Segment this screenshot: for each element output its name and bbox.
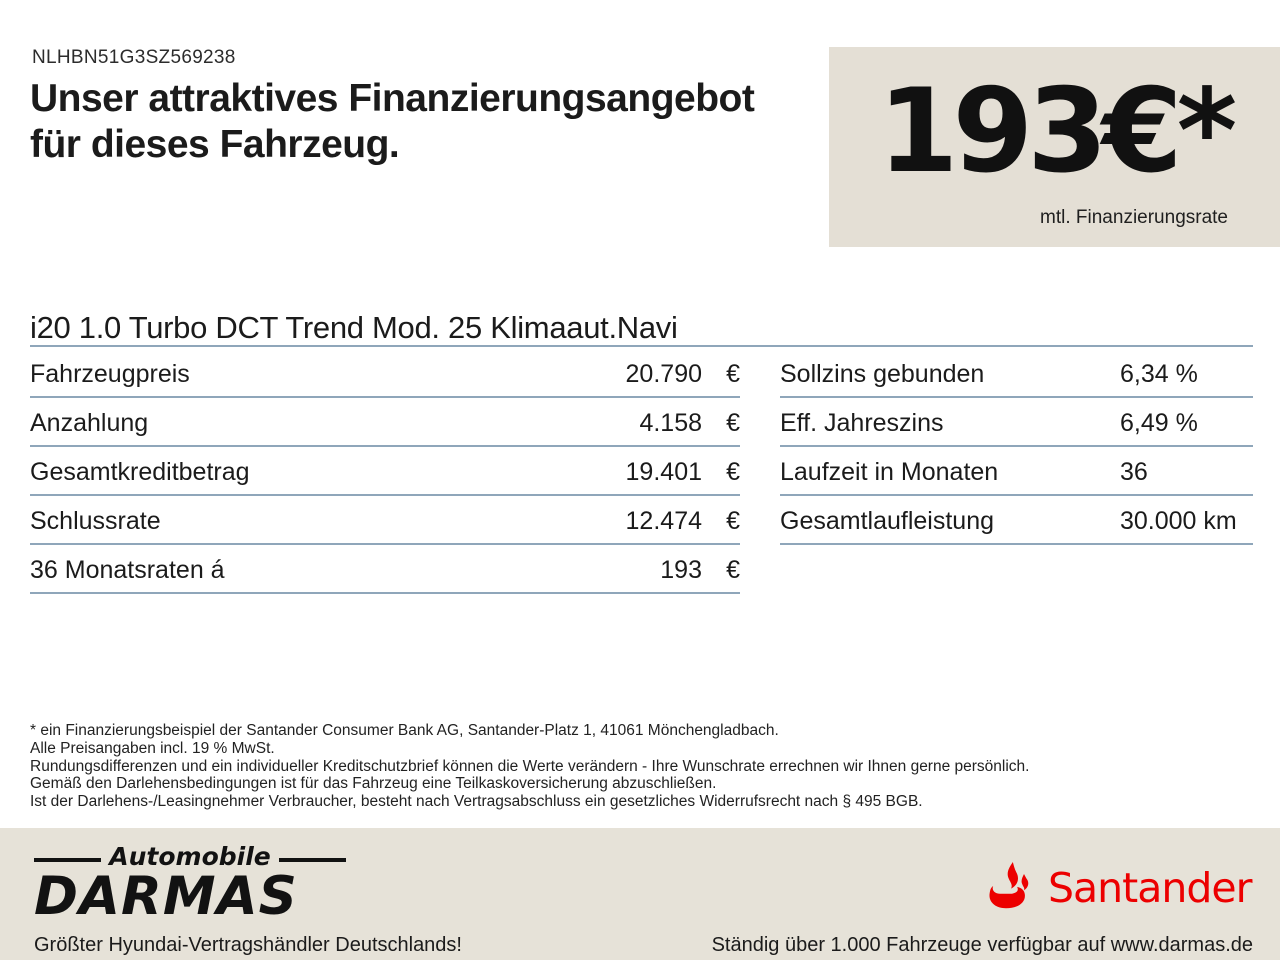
- monthly-rate-price: 193€*: [877, 64, 1238, 199]
- row-unit: €: [726, 507, 740, 535]
- darmas-logo-top: Automobile: [34, 842, 346, 871]
- table-row: Fahrzeugpreis 20.790 €: [30, 349, 740, 398]
- disclaimer-line: Alle Preisangaben incl. 19 % MwSt.: [30, 739, 275, 757]
- row-label: Fahrzeugpreis: [30, 360, 190, 388]
- table-row: Gesamtlaufleistung 30.000 km: [780, 496, 1253, 545]
- darmas-logo-main: DARMAS: [34, 866, 298, 927]
- finance-table-right: Sollzins gebunden 6,34 % Eff. Jahreszins…: [780, 349, 1253, 545]
- page-title-line2: für dieses Fahrzeug.: [30, 123, 400, 166]
- vehicle-vin: NLHBN51G3SZ569238: [32, 47, 236, 68]
- row-label: Sollzins gebunden: [780, 360, 985, 388]
- monthly-rate-caption: mtl. Finanzierungsrate: [1040, 207, 1228, 228]
- row-unit: €: [726, 458, 740, 486]
- darmas-logo: Automobile DARMAS: [34, 842, 346, 925]
- dealer-tagline: Größter Hyundai-Vertragshändler Deutschl…: [34, 934, 462, 956]
- monthly-rate-box: 193€* mtl. Finanzierungsrate: [829, 47, 1280, 247]
- footer: Automobile DARMAS Größter Hyundai-Vertra…: [0, 828, 1280, 960]
- row-value: 36: [1120, 458, 1148, 486]
- row-label: Eff. Jahreszins: [780, 409, 944, 437]
- disclaimer-line: Gemäß den Darlehensbedingungen ist für d…: [30, 775, 717, 793]
- santander-wordmark: Santander: [1048, 864, 1252, 912]
- table-row: Gesamtkreditbetrag 19.401 €: [30, 447, 740, 496]
- row-value: 30.000 km: [1120, 507, 1237, 535]
- finance-table-left: Fahrzeugpreis 20.790 € Anzahlung 4.158 €…: [30, 349, 740, 594]
- page-title: Unser attraktives Finanzierungsangebot f…: [30, 76, 830, 168]
- darmas-logo-top-text: Automobile: [109, 842, 271, 871]
- table-row: Anzahlung 4.158 €: [30, 398, 740, 447]
- table-row: Sollzins gebunden 6,34 %: [780, 349, 1253, 398]
- table-row: Laufzeit in Monaten 36: [780, 447, 1253, 496]
- row-unit: €: [726, 556, 740, 584]
- vehicle-model-title: i20 1.0 Turbo DCT Trend Mod. 25 Klimaaut…: [30, 310, 678, 345]
- row-label: Anzahlung: [30, 409, 149, 437]
- santander-flame-icon: [986, 862, 1038, 915]
- page-title-line1: Unser attraktives Finanzierungsangebot: [30, 77, 755, 120]
- table-row: Eff. Jahreszins 6,49 %: [780, 398, 1253, 447]
- table-row: 36 Monatsraten á 193 €: [30, 545, 740, 594]
- row-value: 193: [660, 556, 702, 584]
- row-label: 36 Monatsraten á: [30, 556, 225, 584]
- logo-rule-right: [278, 857, 346, 862]
- disclaimer-line: Ist der Darlehens-/Leasingnehmer Verbrau…: [30, 793, 923, 811]
- row-value: 6,34 %: [1120, 360, 1198, 388]
- row-value: 19.401: [625, 458, 702, 486]
- logo-rule-left: [34, 857, 102, 862]
- title-divider: [30, 345, 1253, 347]
- row-unit: €: [726, 409, 740, 437]
- santander-logo: Santander: [986, 862, 1252, 915]
- table-row: Schlussrate 12.474 €: [30, 496, 740, 545]
- disclaimer-line: Rundungsdifferenzen und ein individuelle…: [30, 757, 1030, 775]
- row-label: Gesamtlaufleistung: [780, 507, 995, 535]
- row-value: 20.790: [625, 360, 702, 388]
- row-value: 4.158: [639, 409, 702, 437]
- row-value: 6,49 %: [1120, 409, 1198, 437]
- disclaimer-text: * ein Finanzierungsbeispiel der Santande…: [30, 722, 1130, 811]
- row-value: 12.474: [625, 507, 702, 535]
- row-label: Laufzeit in Monaten: [780, 458, 999, 486]
- row-label: Schlussrate: [30, 507, 161, 535]
- row-unit: €: [726, 360, 740, 388]
- disclaimer-line: * ein Finanzierungsbeispiel der Santande…: [30, 722, 779, 739]
- row-label: Gesamtkreditbetrag: [30, 458, 250, 486]
- footer-note: Ständig über 1.000 Fahrzeuge verfügbar a…: [711, 934, 1253, 956]
